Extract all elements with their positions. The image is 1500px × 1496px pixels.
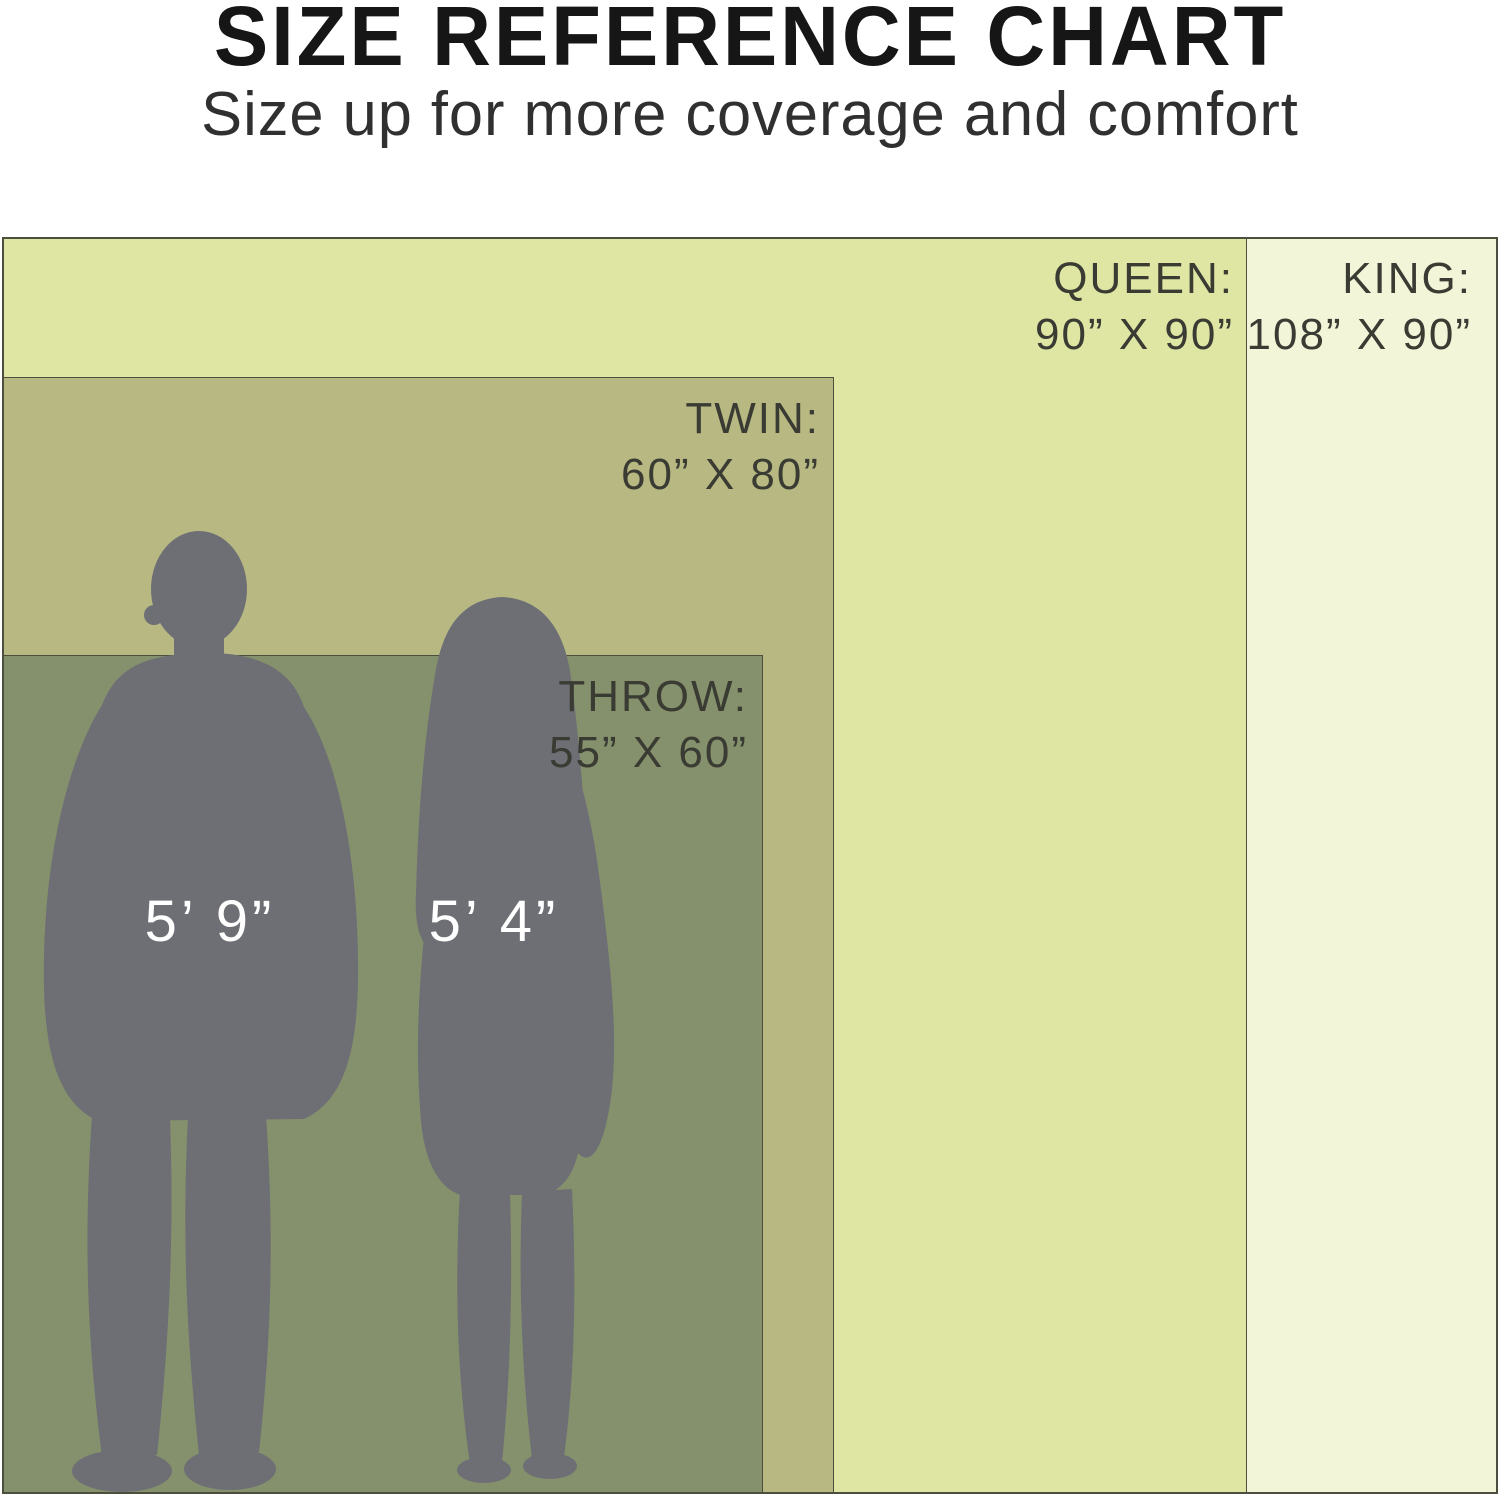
woman-height-label: 5’ 4” — [428, 889, 560, 954]
twin-size-name: TWIN: — [685, 394, 820, 443]
throw-size-label: THROW: 55” X 60” — [549, 669, 748, 781]
queen-size-name: QUEEN: — [1053, 254, 1234, 303]
queen-size-dimensions: 90” X 90” — [1035, 310, 1234, 359]
page-title: SIZE REFERENCE CHART — [213, 0, 1287, 83]
throw-size-dimensions: 55” X 60” — [549, 728, 748, 777]
throw-size-name: THROW: — [558, 672, 748, 721]
king-size-name: KING: — [1342, 254, 1472, 303]
man-silhouette — [43, 531, 359, 1492]
queen-size-label: QUEEN: 90” X 90” — [1035, 251, 1234, 363]
twin-size-label: TWIN: 60” X 80” — [621, 391, 820, 503]
king-size-label: KING: 108” X 90” — [1247, 251, 1472, 363]
people-silhouettes — [43, 531, 615, 1492]
page-subtitle: Size up for more coverage and comfort — [201, 80, 1299, 149]
twin-size-dimensions: 60” X 80” — [621, 450, 820, 499]
king-size-dimensions: 108” X 90” — [1246, 310, 1472, 359]
man-height-label: 5’ 9” — [144, 889, 276, 954]
size-comparison-chart: QUEEN: 90” X 90” KING: 108” X 90” TWIN: … — [2, 237, 1498, 1494]
silhouette-group — [43, 531, 615, 1492]
woman-silhouette — [415, 597, 615, 1483]
